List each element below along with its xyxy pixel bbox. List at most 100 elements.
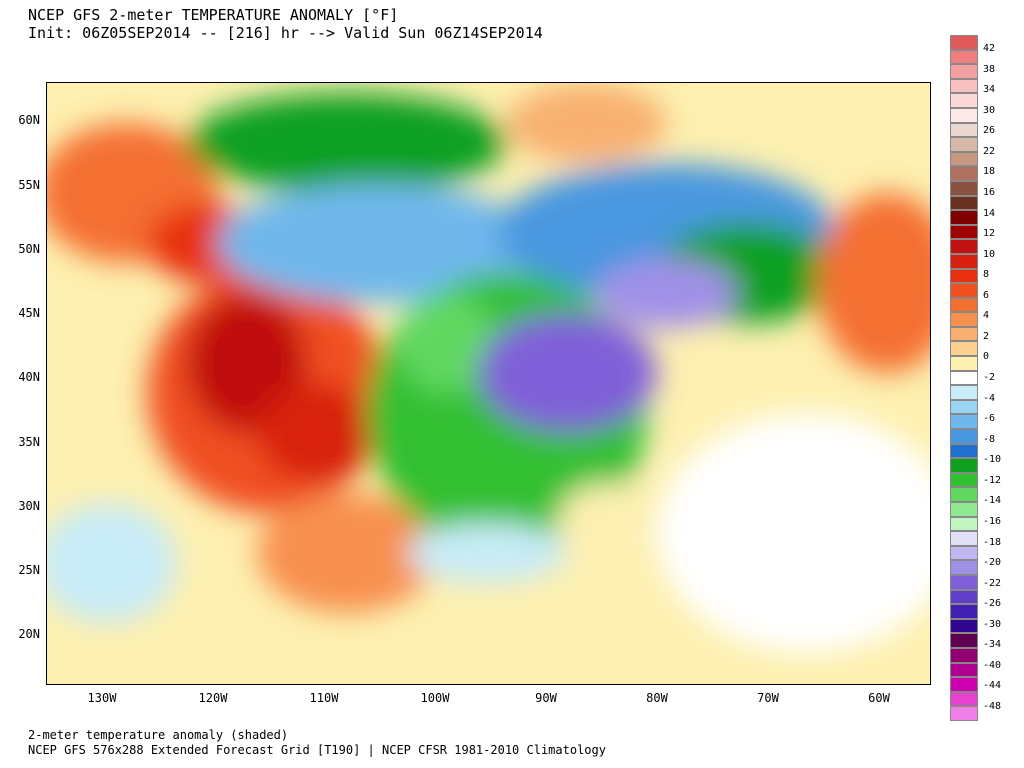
- map-subtitle: Init: 06Z05SEP2014 -- [216] hr --> Valid…: [28, 24, 543, 42]
- colorbar-swatch: [950, 64, 978, 79]
- colorbar-label: -2: [983, 372, 996, 383]
- colorbar-label: -44: [983, 680, 1002, 692]
- colorbar-swatch: [950, 677, 978, 692]
- colorbar-swatch: [950, 706, 978, 721]
- colorbar-swatch: [950, 545, 978, 561]
- colorbar-swatch: [950, 239, 978, 254]
- lon-label: 90W: [535, 691, 557, 705]
- colorbar-label: 38: [983, 63, 996, 75]
- colorbar-swatch: [950, 414, 978, 430]
- colorbar-label: -34: [983, 639, 1002, 651]
- footer-description: 2-meter temperature anomaly (shaded): [28, 728, 289, 742]
- colorbar-label: -26: [983, 598, 1002, 610]
- colorbar-label: 6: [983, 289, 990, 301]
- lon-label: 120W: [198, 691, 228, 705]
- colorbar-label: 42: [983, 43, 996, 54]
- lat-label: 20N: [18, 627, 40, 641]
- lat-label: 55N: [18, 178, 40, 192]
- lon-label: 130W: [87, 691, 117, 705]
- colorbar-swatch: [950, 429, 978, 444]
- colorbar-swatch: [950, 253, 978, 269]
- colorbar-label: -18: [983, 536, 1002, 548]
- colorbar-label: -6: [983, 413, 996, 425]
- lat-label: 35N: [18, 435, 40, 449]
- colorbar-swatch: [950, 370, 978, 386]
- colorbar-label: -14: [983, 495, 1002, 507]
- colorbar-label: -30: [983, 618, 1002, 630]
- colorbar-label: 0: [983, 351, 990, 363]
- colorbar-swatch: [950, 487, 978, 502]
- lat-label: 50N: [18, 242, 40, 256]
- colorbar-swatch: [950, 356, 978, 371]
- colorbar-swatch: [950, 502, 978, 517]
- colorbar-swatch: [950, 618, 978, 634]
- colorbar-label: -8: [983, 433, 996, 445]
- colorbar-label: 8: [983, 269, 990, 281]
- colorbar-swatch: [950, 516, 978, 532]
- colorbar-swatch: [950, 93, 978, 108]
- colorbar-swatch: [950, 312, 978, 327]
- colorbar-swatch: [950, 49, 978, 65]
- footer-source: NCEP GFS 576x288 Extended Forecast Grid …: [28, 743, 606, 757]
- lon-label: 70W: [757, 691, 779, 705]
- colorbar-label: 26: [983, 125, 996, 137]
- colorbar-label: -22: [983, 577, 1002, 589]
- colorbar-swatch: [950, 604, 978, 619]
- colorbar-swatch: [950, 531, 978, 546]
- colorbar-label: 18: [983, 166, 996, 178]
- colorbar-swatch: [950, 647, 978, 663]
- anomaly-shading: [47, 83, 930, 653]
- colorbar-label: -20: [983, 557, 1002, 569]
- colorbar-swatch: [950, 633, 978, 648]
- lat-label: 45N: [18, 306, 40, 320]
- colorbar-swatch: [950, 458, 978, 473]
- lon-label: 60W: [868, 691, 890, 705]
- colorbar-label: 10: [983, 248, 996, 260]
- lon-label: 100W: [420, 691, 450, 705]
- colorbar-swatch: [950, 326, 978, 342]
- colorbar-label: 4: [983, 310, 990, 322]
- colorbar-swatch: [950, 662, 978, 678]
- lat-label: 25N: [18, 563, 40, 577]
- colorbar-swatch: [950, 691, 978, 707]
- colorbar-label: 2: [983, 330, 990, 342]
- colorbar-swatch: [950, 399, 978, 415]
- colorbar-swatch: [950, 224, 978, 240]
- colorbar-swatch: [950, 210, 978, 225]
- colorbar-swatch: [950, 122, 978, 138]
- colorbar-swatch: [950, 574, 978, 590]
- lat-label: 30N: [18, 499, 40, 513]
- colorbar-label: -10: [983, 454, 1002, 466]
- colorbar-swatch: [950, 472, 978, 488]
- colorbar-swatch: [950, 283, 978, 298]
- colorbar-label: -12: [983, 474, 1002, 486]
- colorbar-swatch: [950, 268, 978, 284]
- anomaly-map-canvas: [47, 83, 930, 684]
- colorbar-label: 12: [983, 228, 996, 240]
- anomaly-map[interactable]: [46, 82, 931, 685]
- lat-label: 40N: [18, 370, 40, 384]
- colorbar-swatch: [950, 297, 978, 313]
- colorbar-swatch: [950, 589, 978, 605]
- colorbar-label: 16: [983, 186, 996, 198]
- colorbar-swatch: [950, 385, 978, 400]
- colorbar-label: 22: [983, 145, 996, 157]
- colorbar-swatch: [950, 35, 978, 50]
- colorbar-label: -16: [983, 515, 1002, 527]
- colorbar-label: 34: [983, 84, 996, 96]
- colorbar-swatch: [950, 443, 978, 459]
- colorbar-swatch: [950, 180, 978, 196]
- colorbar-label: -40: [983, 659, 1002, 671]
- lat-label: 60N: [18, 113, 40, 127]
- map-title: NCEP GFS 2-meter TEMPERATURE ANOMALY [°F…: [28, 6, 399, 24]
- colorbar-swatch: [950, 137, 978, 152]
- colorbar-swatch: [950, 151, 978, 167]
- colorbar-swatch: [950, 195, 978, 211]
- colorbar-label: 30: [983, 104, 996, 116]
- colorbar-swatch: [950, 560, 978, 575]
- colorbar-swatch: [950, 166, 978, 181]
- colorbar: [950, 35, 978, 721]
- colorbar-label: -4: [983, 392, 996, 404]
- colorbar-swatch: [950, 78, 978, 94]
- colorbar-label: -48: [983, 701, 1002, 712]
